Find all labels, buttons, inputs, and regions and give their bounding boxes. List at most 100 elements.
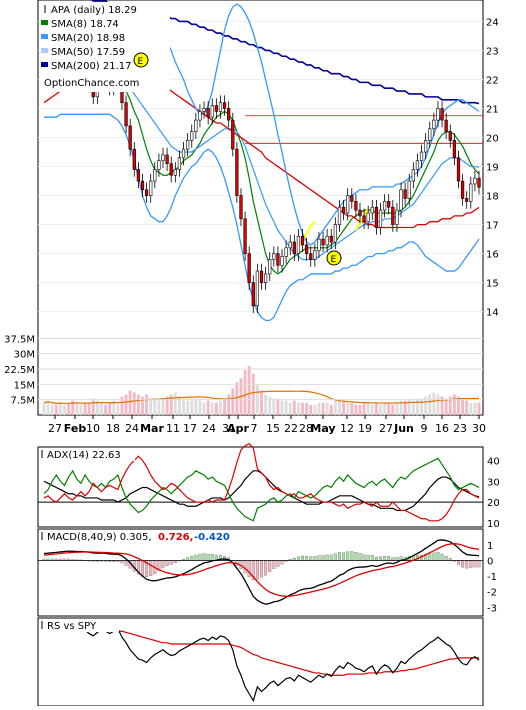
rs-label: RS vs SPY	[47, 621, 97, 632]
lower-band-line	[44, 113, 480, 322]
candle-body	[452, 140, 456, 159]
price-tick-label: 16	[486, 250, 499, 261]
volume-bar	[214, 402, 218, 415]
adx-lines	[38, 443, 483, 522]
candle-body	[235, 148, 239, 196]
macd-histogram-bar	[383, 556, 387, 561]
candle-body	[473, 177, 477, 185]
price-axis: 24 23 22 21 20 19 18 17 16 15 14	[486, 17, 499, 318]
volume-tick-label: 15M	[14, 380, 35, 391]
volume-bar	[210, 402, 214, 415]
swatch-icon	[41, 20, 48, 25]
macd-histogram-bar	[465, 560, 469, 569]
candle-body	[153, 169, 157, 182]
candle-body	[272, 253, 276, 260]
legend-label: APA (daily) 18.29	[51, 5, 137, 16]
macd-histogram-bar	[374, 556, 378, 561]
candle-body	[444, 119, 448, 133]
volume-bar	[444, 398, 448, 415]
macd-histogram-bar	[317, 555, 321, 561]
candle-body	[391, 206, 395, 225]
volume-bar	[219, 400, 222, 415]
candle-body	[276, 253, 280, 266]
candle-body	[395, 209, 399, 225]
candle-body	[157, 160, 161, 170]
candle-body	[411, 169, 415, 182]
candle-body	[144, 189, 149, 196]
macd-histogram-bar	[444, 556, 448, 561]
macd-histogram-bar	[268, 560, 272, 573]
volume-bar	[260, 390, 263, 415]
marker-circle	[326, 250, 342, 266]
volume-bar	[124, 394, 128, 415]
volume-bar	[411, 400, 415, 415]
macd-label: MACD(8,40,9) 0.305,	[47, 532, 152, 543]
volume-bars	[42, 365, 481, 415]
macd-histogram-bar	[370, 555, 374, 561]
legend-entry-sma8: SMA(8) 18.74	[41, 19, 119, 30]
macd-signal-value: 0.726,	[158, 532, 193, 543]
legend-entry-sma20: SMA(20) 18.98	[41, 33, 125, 44]
candle-body	[399, 189, 403, 211]
candle-body	[169, 163, 173, 176]
volume-bar	[473, 402, 477, 415]
macd-histogram-bar	[338, 552, 341, 561]
volume-bar	[83, 402, 87, 415]
x-axis-label: Mar	[140, 422, 164, 435]
price-tick-label: 23	[486, 46, 499, 57]
volume-bar	[354, 404, 358, 415]
x-axis-label: 27	[379, 422, 393, 435]
x-axis-label: 23	[453, 422, 467, 435]
macd-histogram-bar	[272, 560, 276, 569]
volume-bar	[272, 398, 276, 415]
candle-body	[222, 102, 227, 109]
volume-bar	[452, 394, 456, 415]
volume-bar	[223, 398, 226, 415]
price-tick-label: 18	[486, 192, 499, 203]
macd-histogram-bar	[280, 560, 284, 565]
adx-label-background	[39, 448, 135, 461]
swatch-icon	[41, 48, 48, 53]
volume-bar	[202, 402, 206, 415]
volume-bar	[227, 394, 231, 415]
macd-histogram-bar	[124, 560, 128, 566]
macd-histogram-bar	[436, 552, 440, 561]
candle-body	[218, 102, 223, 112]
volume-bar	[141, 396, 144, 415]
candle-body	[181, 148, 186, 159]
volume-bar	[317, 402, 321, 415]
macd-histogram-bar	[247, 560, 251, 578]
macd-histogram-bar	[473, 560, 477, 568]
event-marker-2: E	[326, 250, 342, 266]
candle-body	[231, 119, 235, 150]
legend-label: SMA(8) 18.74	[51, 19, 119, 30]
adx-panel	[37, 446, 484, 528]
volume-bar	[157, 400, 161, 415]
legend-entry-sma50: SMA(50) 17.59	[41, 47, 125, 58]
volume-bar	[428, 394, 432, 415]
volume-bar	[370, 404, 374, 415]
candle-body	[268, 259, 272, 275]
price-tick-label: 15	[486, 279, 499, 290]
volume-bar	[149, 398, 153, 415]
volume-bar	[465, 400, 469, 415]
candle-body	[378, 209, 383, 228]
candle-body	[362, 215, 366, 222]
macd-histogram-bar	[169, 560, 173, 565]
macd-axis: 1 0 -1 -2 -3	[487, 541, 497, 614]
macd-histogram-value: -0.420	[194, 532, 230, 543]
candle-body	[313, 250, 317, 260]
candle-body	[227, 108, 231, 121]
volume-bar	[457, 396, 460, 415]
x-axis-label: 31	[222, 422, 236, 435]
candle-body	[317, 238, 321, 252]
volume-bar	[120, 396, 124, 415]
volume-bar	[75, 402, 79, 415]
candle-body	[194, 119, 198, 133]
adx-tick-label: 30	[487, 477, 500, 488]
candle-body	[165, 154, 169, 164]
marker-letter: E	[331, 255, 337, 265]
adx-tick-label: 20	[487, 498, 500, 509]
